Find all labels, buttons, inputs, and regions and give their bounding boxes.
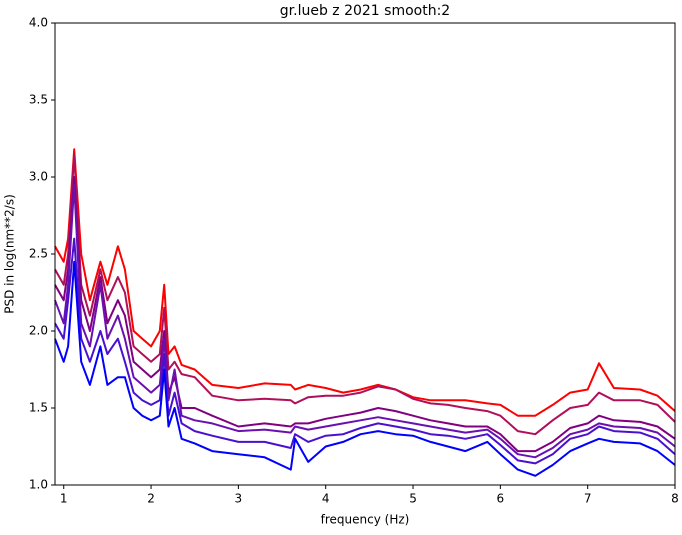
y-tick-label: 1.0	[29, 478, 48, 492]
x-tick-label: 7	[584, 492, 592, 506]
y-tick-label: 4.0	[29, 16, 48, 30]
series-line	[54, 148, 676, 417]
x-tick-label: 1	[60, 492, 68, 506]
x-axis-label: frequency (Hz)	[321, 513, 410, 527]
y-axis-label: PSD in log(nm**2/s)	[3, 194, 17, 314]
y-tick-label: 2.5	[29, 247, 48, 261]
y-tick-label: 3.0	[29, 170, 48, 184]
y-tick-label: 2.0	[29, 324, 48, 338]
chart-title: gr.lueb z 2021 smooth:2	[280, 3, 450, 19]
series-line	[54, 183, 676, 459]
x-tick-label: 4	[322, 492, 330, 506]
series-line	[54, 260, 676, 477]
x-tick-label: 8	[671, 492, 679, 506]
x-tick-label: 6	[497, 492, 505, 506]
series-line	[54, 176, 676, 453]
plot-frame	[54, 22, 676, 486]
series-line	[54, 152, 676, 436]
y-tick-label: 3.5	[29, 93, 48, 107]
y-tick-label: 1.5	[29, 401, 48, 415]
x-tick-label: 5	[409, 492, 417, 506]
x-tick-label: 2	[147, 492, 155, 506]
x-tick-label: 3	[235, 492, 243, 506]
series-line	[54, 237, 676, 465]
